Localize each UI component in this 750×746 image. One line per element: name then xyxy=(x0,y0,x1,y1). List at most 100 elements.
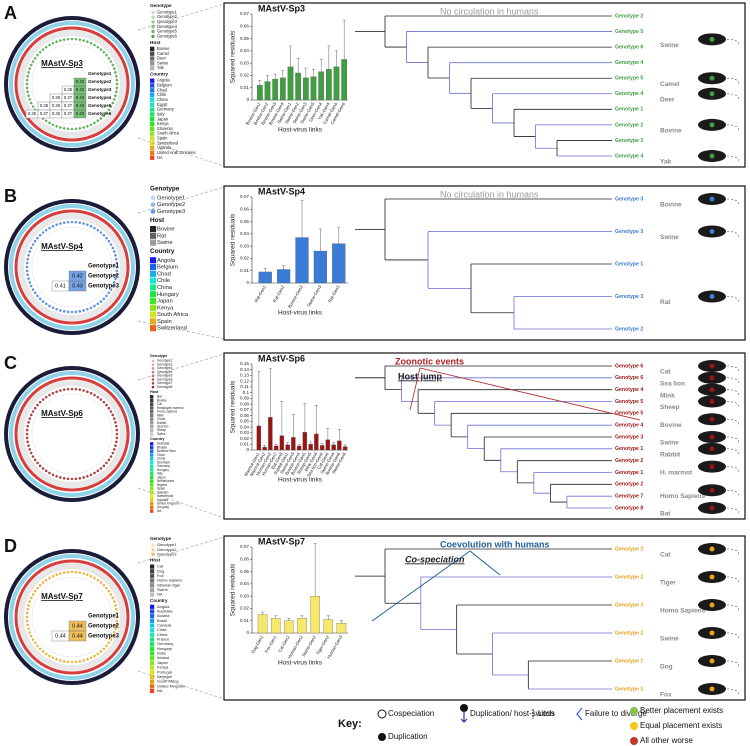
legend-item: Italy xyxy=(157,111,165,116)
tip-dot xyxy=(107,589,111,593)
matrix-row-label: Genotype4 xyxy=(88,95,112,100)
legend-swatch xyxy=(150,490,154,495)
ring xyxy=(18,213,126,321)
tip-dot xyxy=(105,461,108,465)
y-axis-label: Squared residuals xyxy=(230,213,237,266)
key-symbol xyxy=(630,737,638,745)
legend-swatch xyxy=(150,505,154,510)
legend-swatch xyxy=(150,564,155,569)
tip-dot xyxy=(59,39,62,42)
tip-dot xyxy=(31,60,35,63)
legend-item: Genotype1 xyxy=(157,195,185,201)
legend-swatch xyxy=(150,297,157,305)
legend-item: Genotype6 xyxy=(157,33,178,38)
legend-item: Germany xyxy=(157,464,170,468)
tip-dot xyxy=(107,108,111,112)
y-tick-label: 0.12 xyxy=(240,378,249,383)
legend-item: Swine xyxy=(157,60,169,65)
host-link xyxy=(726,548,740,556)
error-bar xyxy=(289,45,292,67)
legend-swatch xyxy=(150,413,154,418)
panel-box xyxy=(223,2,746,168)
tip-dot xyxy=(115,273,118,277)
tip-dot xyxy=(36,586,39,590)
legend-item: Hungary xyxy=(157,646,172,651)
bar xyxy=(319,445,325,451)
tip-dot xyxy=(99,231,103,234)
legend-heading: Host xyxy=(150,217,165,224)
tip-dot xyxy=(93,226,96,230)
tip-dot xyxy=(27,277,30,280)
tip-dot xyxy=(74,37,78,41)
legend-swatch xyxy=(150,141,155,146)
tip-dot xyxy=(115,269,119,273)
tip-dot xyxy=(48,393,51,397)
tree-branch xyxy=(427,231,612,289)
tree-branch xyxy=(470,263,612,313)
tree-branch xyxy=(450,412,612,437)
ring xyxy=(14,376,130,492)
tree-branch xyxy=(500,448,612,472)
tip-dot xyxy=(112,600,116,603)
tree-branch xyxy=(449,62,612,94)
tip-dot xyxy=(114,627,117,630)
host-label: Rat xyxy=(660,299,671,306)
tip-dot xyxy=(78,477,82,480)
matrix-value: 0.36 xyxy=(52,111,61,116)
tip-dot xyxy=(66,220,70,224)
host-icon-mark xyxy=(709,91,715,97)
tree-branch xyxy=(492,93,612,123)
bar xyxy=(256,425,262,451)
x-axis-label: Host-virus links xyxy=(278,127,323,134)
tip-dot xyxy=(25,436,29,440)
host-icon-mark xyxy=(709,602,715,608)
legend-swatch xyxy=(151,10,155,14)
tip-dot xyxy=(82,659,85,662)
legend-heading: Country xyxy=(150,598,168,603)
host-label: Bat xyxy=(660,511,671,518)
error-bar xyxy=(309,441,313,445)
tip-dot xyxy=(112,250,116,253)
y-tick-label: 0.01 xyxy=(240,441,249,446)
tree-branch xyxy=(492,632,612,675)
error-bar xyxy=(314,405,318,434)
host-icon-mark xyxy=(709,36,715,42)
x-axis-label: Host-virus links xyxy=(278,660,323,667)
legend-swatch xyxy=(150,498,154,502)
tree-branch xyxy=(406,31,612,63)
tip-dot xyxy=(102,583,106,587)
error-bar xyxy=(318,228,322,252)
tip-dot xyxy=(44,395,48,399)
tip-dot xyxy=(99,581,103,584)
legend-heading: Host xyxy=(150,558,161,563)
tip-dot xyxy=(29,101,33,105)
tip-dot xyxy=(114,71,117,74)
tip-dot xyxy=(62,388,66,391)
legend-heading: Genotype xyxy=(150,354,167,358)
key-item: Equal placement exists xyxy=(640,721,722,730)
host-link xyxy=(726,296,740,303)
bar xyxy=(291,437,296,451)
legend-item: Bat xyxy=(157,395,162,399)
host-icon-mark xyxy=(709,658,715,664)
tip-dot xyxy=(102,50,106,54)
ring xyxy=(9,554,135,680)
legend-swatch xyxy=(150,421,154,425)
legend-swatch xyxy=(150,604,155,609)
bar xyxy=(295,72,302,101)
bar xyxy=(270,618,281,634)
tip-label: Genotype 3 xyxy=(615,294,643,300)
tip-dot xyxy=(74,660,78,664)
matrix-cell xyxy=(68,280,87,292)
legend-item: Hungary xyxy=(157,292,179,298)
y-tick-label: 0.06 xyxy=(240,24,249,29)
bar xyxy=(325,439,331,451)
tip-label: Genotype 3 xyxy=(615,229,643,235)
ring xyxy=(18,563,126,671)
legend-swatch xyxy=(150,112,155,117)
legend-item: Switzerland xyxy=(157,326,187,332)
tip-dot xyxy=(70,310,74,314)
host-link xyxy=(726,489,740,497)
legend-item: Chad xyxy=(157,453,165,457)
tip-dot xyxy=(115,82,119,86)
